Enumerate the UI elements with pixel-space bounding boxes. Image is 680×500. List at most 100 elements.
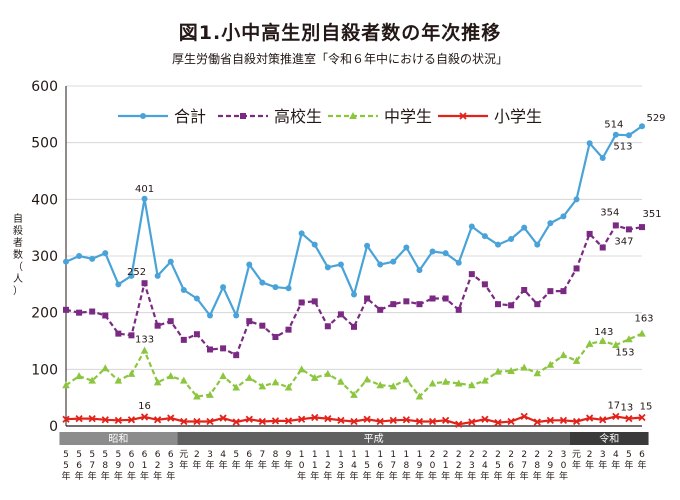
x-tick-label: 年	[559, 470, 568, 482]
era-label: 令和	[599, 432, 619, 445]
data-label: 133	[135, 335, 154, 346]
series-1-point	[574, 196, 580, 202]
x-tick-label: 2	[443, 450, 449, 460]
y-axis-label-char: 殺	[13, 224, 23, 237]
series-2-point	[233, 352, 239, 358]
x-tick-label: 5	[102, 450, 108, 460]
series-2-point	[613, 222, 619, 228]
y-tick-label: 600	[31, 79, 58, 95]
series-1-point	[207, 313, 213, 319]
x-tick-label: 年	[179, 459, 188, 471]
series-3-point	[245, 374, 253, 381]
series-1-point	[168, 259, 174, 265]
x-tick-label: 1	[364, 450, 370, 460]
series-2-point	[194, 331, 200, 337]
x-tick-label: 6	[76, 461, 82, 471]
x-tick-label: 年	[363, 470, 372, 482]
data-label: 252	[127, 267, 146, 278]
x-tick-label: 年	[415, 470, 424, 482]
x-tick-label: 年	[219, 459, 228, 471]
series-2-point	[574, 265, 580, 271]
series-3-point	[547, 361, 555, 368]
data-label: 529	[646, 113, 665, 124]
x-tick-label: 2	[456, 450, 462, 460]
data-label: 401	[135, 184, 154, 195]
x-tick-label: 年	[349, 470, 358, 482]
x-tick-label: 年	[166, 470, 175, 482]
series-1-point	[482, 233, 488, 239]
series-3-point	[75, 372, 83, 379]
series-2-point	[587, 231, 593, 237]
series-line-1	[66, 126, 642, 315]
series-1-point	[272, 284, 278, 290]
series-2-point	[456, 307, 462, 313]
series-1-point	[115, 281, 121, 287]
series-1-point	[403, 245, 409, 251]
series-2-point	[89, 309, 95, 315]
x-tick-label: 元	[572, 450, 581, 460]
series-2-point	[547, 288, 553, 294]
series-3-point	[324, 370, 332, 377]
x-tick-label: 2	[456, 461, 462, 471]
x-tick-label: 4	[613, 450, 619, 460]
x-tick-label: 2	[508, 450, 514, 460]
x-tick-label: 9	[417, 461, 423, 471]
series-1-point	[63, 259, 69, 265]
x-tick-label: 年	[336, 470, 345, 482]
series-2-point	[403, 298, 409, 304]
series-2-point	[495, 301, 501, 307]
x-tick-label: 年	[310, 470, 319, 482]
series-3-point	[272, 378, 280, 385]
x-tick-label: 年	[75, 470, 84, 482]
series-2-point	[102, 313, 108, 319]
x-tick-label: 年	[258, 459, 267, 471]
x-tick-label: 5	[63, 461, 69, 471]
data-label: 153	[615, 347, 634, 358]
series-2-point	[246, 318, 252, 324]
series-2-point	[207, 347, 213, 353]
x-tick-label: 7	[89, 461, 95, 471]
series-2-point	[639, 224, 645, 230]
x-tick-label: 年	[546, 470, 555, 482]
x-tick-label: 6	[508, 461, 514, 471]
series-2-point	[508, 302, 514, 308]
data-label: 17	[607, 400, 620, 411]
series-2-point	[63, 307, 69, 313]
x-tick-label: 年	[114, 470, 123, 482]
x-tick-label: 年	[88, 470, 97, 482]
x-tick-label: 5	[626, 450, 632, 460]
series-1-point	[233, 313, 239, 319]
x-tick-label: 1	[325, 450, 331, 460]
series-2-point	[351, 324, 357, 330]
series-3-point	[180, 377, 188, 384]
x-tick-label: 年	[533, 470, 542, 482]
series-1-point	[76, 253, 82, 259]
x-tick-label: 2	[495, 450, 501, 460]
x-tick-label: 年	[454, 470, 463, 482]
x-tick-label: 3	[469, 461, 475, 471]
data-label: 354	[600, 207, 619, 218]
x-tick-label: 6	[246, 450, 252, 460]
x-tick-label: 年	[140, 470, 149, 482]
x-tick-label: 6	[129, 450, 135, 460]
series-1-point	[299, 230, 305, 236]
x-tick-label: 1	[142, 461, 148, 471]
series-2-point	[521, 287, 527, 293]
x-tick-label: 5	[115, 450, 121, 460]
x-tick-label: 0	[430, 461, 436, 471]
series-1-point	[377, 262, 383, 268]
x-tick-label: 3	[207, 450, 213, 460]
x-tick-label: 元	[179, 450, 188, 460]
y-axis-label-char: 数	[13, 248, 23, 261]
series-1-point	[534, 242, 540, 248]
series-1-point	[560, 213, 566, 219]
x-tick-label: 5	[89, 450, 95, 460]
x-tick-label: 8	[102, 461, 108, 471]
series-3-point	[167, 372, 175, 379]
series-2-point	[364, 296, 370, 302]
x-tick-label: 年	[441, 470, 450, 482]
x-tick-label: 2	[469, 450, 475, 460]
series-2-point	[377, 307, 383, 313]
series-1-point	[155, 273, 161, 279]
x-tick-label: 6	[155, 450, 161, 460]
